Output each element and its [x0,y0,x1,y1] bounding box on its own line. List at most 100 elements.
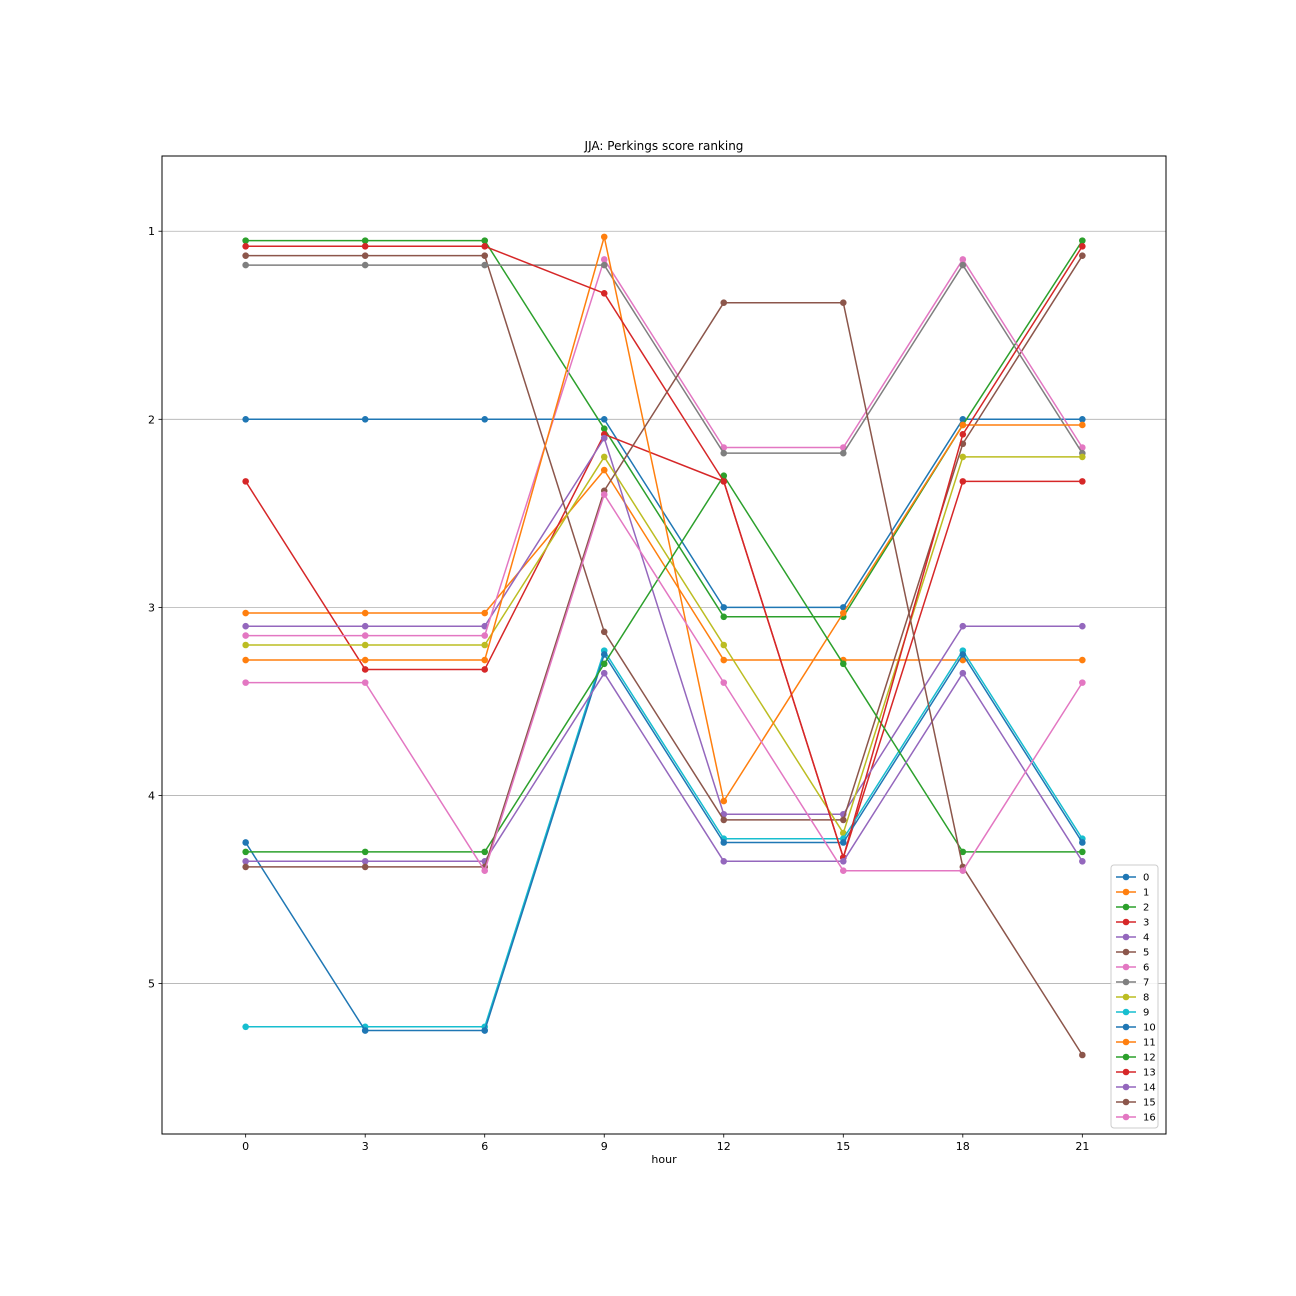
data-point [720,613,728,621]
legend-item: 9 [1116,1008,1149,1019]
data-point [242,1023,249,1031]
data-point [600,660,608,668]
data-point [1079,839,1086,846]
data-point [839,857,847,865]
data-point [361,252,369,259]
legend-label: 16 [1143,1113,1156,1124]
legend-label: 9 [1143,1008,1149,1019]
data-point [481,666,489,673]
legend-item: 11 [1116,1038,1156,1049]
data-point [242,237,249,244]
legend-swatch-marker [1122,993,1130,1001]
legend-swatch-marker [1122,963,1130,971]
legend-swatch-marker [1122,1083,1130,1091]
data-point [361,622,369,630]
data-point [720,656,728,664]
x-tick-label: 12 [717,1140,731,1153]
series-line [245,672,1083,863]
legend-label: 15 [1143,1098,1156,1109]
data-point [242,641,249,649]
data-point [361,416,369,423]
series-line [245,474,1083,853]
legend-item: 1 [1116,888,1149,899]
y-tick-label: 2 [148,413,155,426]
series-line [245,469,1083,661]
legend-swatch-marker [1122,918,1130,926]
legend-item: 14 [1116,1083,1156,1094]
legend-item: 4 [1116,933,1149,944]
series-line [245,258,1083,637]
y-tick-label: 4 [148,789,155,802]
data-point [242,242,249,250]
x-tick-label: 6 [481,1140,488,1153]
series-10 [242,651,1086,1034]
data-point [839,449,847,457]
data-point [1079,848,1086,856]
legend-swatch-marker [1122,1053,1130,1061]
legend-label: 4 [1143,933,1149,944]
x-tick-label: 18 [956,1140,970,1153]
data-point [959,256,967,263]
data-point [481,848,489,856]
series-14 [242,669,1086,865]
data-point [1079,242,1086,250]
data-point [361,848,369,856]
data-point [600,491,608,498]
data-point [959,622,967,630]
legend-label: 3 [1143,918,1149,929]
legend-label: 11 [1143,1038,1156,1049]
data-point [361,242,369,250]
data-point [720,797,728,805]
data-point [600,233,608,241]
legend-item: 7 [1116,978,1149,989]
data-point [839,660,847,668]
data-point [720,641,728,649]
legend-item: 5 [1116,948,1149,959]
data-point [600,261,608,269]
data-point [361,609,369,617]
data-point [1079,679,1086,686]
data-point [720,816,728,824]
legend-item: 8 [1116,993,1149,1004]
data-point [959,416,967,423]
legend-swatch-marker [1122,888,1130,896]
chart-title: JJA: Perkings score ranking [584,139,744,153]
legend-item: 10 [1116,1023,1156,1034]
legend-label: 1 [1143,888,1149,899]
data-point [600,453,608,461]
legend-item: 15 [1116,1098,1156,1109]
data-point [481,622,489,630]
series-line [245,301,1083,1056]
series-6 [242,256,1086,639]
legend-item: 2 [1116,903,1149,914]
legend-item: 16 [1116,1113,1156,1124]
data-point [1079,622,1086,630]
data-point [839,609,847,617]
data-point [1079,656,1086,664]
series-line [245,493,1083,872]
x-tick-label: 15 [836,1140,850,1153]
series-line [245,418,1083,609]
data-point [242,857,249,865]
data-point [242,261,249,269]
legend-swatch-marker [1122,1008,1130,1016]
data-point [600,434,608,442]
data-point [959,867,967,874]
data-point [1079,416,1086,423]
data-point [361,1027,369,1034]
data-point [361,863,369,871]
data-point [242,252,249,259]
series-line [245,649,1083,1028]
data-point [361,237,369,244]
series-0 [242,416,1086,611]
data-point [1079,237,1086,244]
data-point [361,641,369,649]
legend-label: 12 [1143,1053,1156,1064]
series-line [245,245,1083,859]
legend-swatch-marker [1122,1023,1130,1031]
y-tick-label: 1 [148,225,155,238]
data-point [720,604,728,611]
data-point [361,679,369,686]
